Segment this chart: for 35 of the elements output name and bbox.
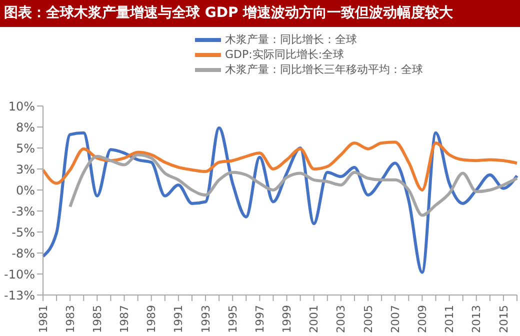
legend-label: 木浆产量：同比增长三年移动平均：全球: [225, 62, 423, 77]
line-series: [42, 126, 518, 274]
x-tick-label: 2005: [362, 305, 375, 333]
x-tick-label: 1981: [36, 305, 50, 333]
y-tick-label: -3%: [12, 204, 35, 218]
x-tick-label: 2003: [334, 305, 348, 333]
x-tick-label: 2007: [388, 305, 402, 333]
y-tick-label: -10%: [4, 267, 35, 282]
x-tick-label: 1991: [172, 305, 186, 333]
y-tick-label: 10%: [8, 99, 35, 114]
x-tick-label: 2013: [470, 305, 484, 333]
x-tick-label: 2011: [443, 305, 456, 333]
y-tick-label: -13%: [4, 288, 35, 302]
y-tick-label: 5%: [16, 141, 35, 156]
line-series: [42, 140, 518, 192]
x-tick-label: 2001: [308, 305, 321, 333]
y-tick-label: -8%: [12, 246, 35, 260]
x-tick-label: 1999: [280, 305, 294, 333]
y-tick-label: 3%: [16, 162, 35, 176]
x-tick-label: 1983: [64, 305, 77, 333]
chart-title: 图表：全球木浆产量增速与全球 GDP 增速波动方向一致但波动幅度较大: [0, 0, 520, 27]
x-tick-label: 1997: [253, 305, 266, 333]
x-tick-label: 1993: [199, 305, 212, 333]
legend-label: GDP:实际同比增长:全球: [225, 47, 344, 62]
y-tick-label: 8%: [16, 120, 35, 134]
x-tick-label: 1985: [90, 305, 104, 333]
y-tick-label: 0%: [16, 183, 35, 198]
x-tick-label: 2015: [497, 305, 510, 333]
x-tick-label: 1995: [226, 305, 240, 333]
x-tick-label: 1989: [145, 305, 158, 333]
x-tick-label: 2009: [416, 305, 430, 333]
line-series: [68, 153, 518, 217]
x-tick-label: 1987: [118, 305, 132, 333]
legend-label: 木浆产量：同比增长：全球: [225, 32, 357, 47]
y-tick-label: -5%: [12, 225, 35, 240]
